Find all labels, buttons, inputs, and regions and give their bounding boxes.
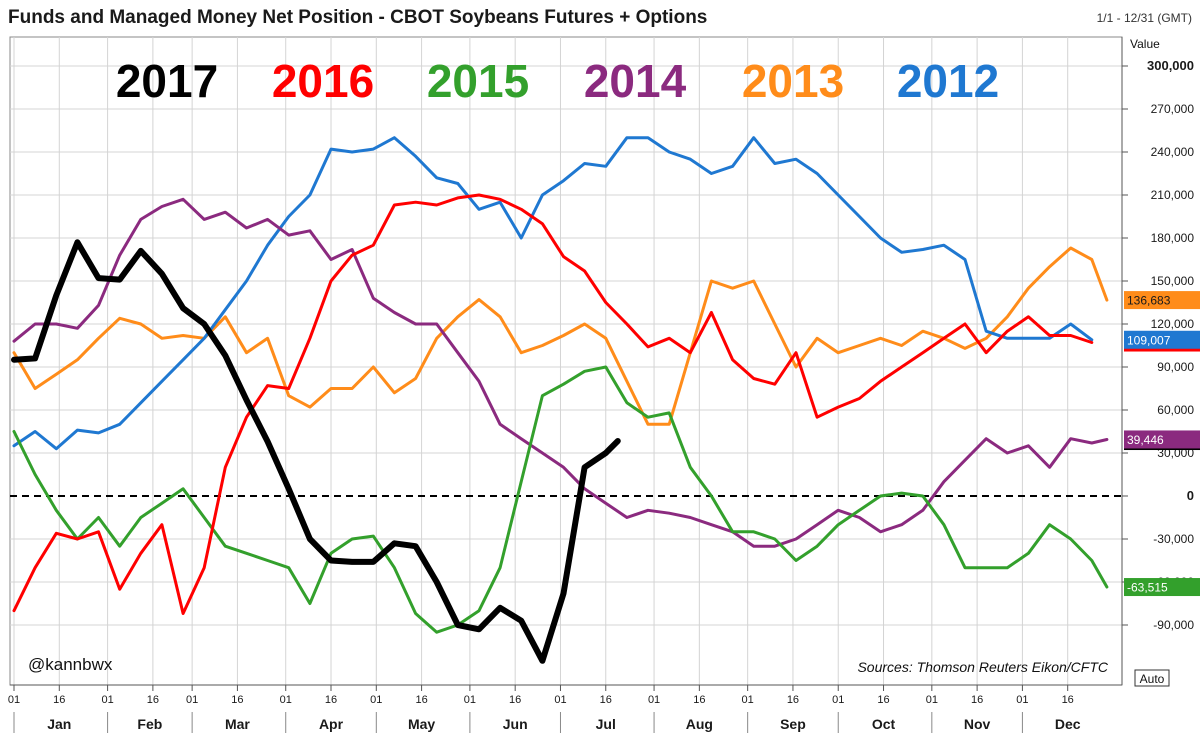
chart-title: Funds and Managed Money Net Position - C… xyxy=(8,7,707,28)
year-legend: 2017 2016 2015 2014 2013 2012 xyxy=(116,55,999,107)
y-tick-label: 240,000 xyxy=(1151,145,1195,159)
y-tick-label: 300,000 xyxy=(1147,58,1194,73)
x-tick-label: 01 xyxy=(648,694,660,706)
end-badge-label-2013: 136,683 xyxy=(1127,294,1171,308)
y-tick-label: 0 xyxy=(1187,488,1194,503)
auto-button[interactable]: Auto xyxy=(1134,669,1170,687)
y-tick-label: 90,000 xyxy=(1157,360,1194,374)
month-label-oct: Oct xyxy=(872,716,896,732)
x-tick-label: 01 xyxy=(280,694,292,706)
x-tick-label: 01 xyxy=(464,694,476,706)
x-tick-label: 01 xyxy=(926,694,938,706)
month-label-apr: Apr xyxy=(319,716,344,732)
series-line-2013 xyxy=(12,246,1109,426)
month-label-jan: Jan xyxy=(47,716,71,732)
x-tick-label: 16 xyxy=(509,694,521,706)
y-tick-label: 150,000 xyxy=(1151,274,1195,288)
y-tick-label: 210,000 xyxy=(1151,188,1195,202)
legend-year-2012: 2012 xyxy=(897,55,999,107)
month-label-nov: Nov xyxy=(964,716,991,732)
x-tick-label: 16 xyxy=(231,694,243,706)
x-tick-label: 01 xyxy=(742,694,754,706)
y-tick-label: -30,000 xyxy=(1153,532,1194,546)
x-tick-label: 01 xyxy=(1016,694,1028,706)
source-note: Sources: Thomson Reuters Eikon/CFTC xyxy=(857,659,1108,675)
x-tick-label: 01 xyxy=(832,694,844,706)
legend-year-2015: 2015 xyxy=(427,55,529,107)
series-line-2016 xyxy=(12,193,1094,615)
x-tick-label: 16 xyxy=(877,694,889,706)
x-tick-label: 01 xyxy=(186,694,198,706)
month-label-sep: Sep xyxy=(780,716,806,732)
x-tick-label: 16 xyxy=(1062,694,1074,706)
series-line-2012 xyxy=(12,136,1094,451)
series-line-2015 xyxy=(12,365,1109,634)
legend-year-2016: 2016 xyxy=(272,55,374,107)
month-label-jul: Jul xyxy=(596,716,616,732)
series-lines xyxy=(11,136,1109,664)
month-label-aug: Aug xyxy=(686,716,713,732)
end-badge-label-2014: 39,446 xyxy=(1127,433,1164,447)
date-range: 1/1 - 12/31 (GMT) xyxy=(1097,11,1192,25)
horizontal-gridlines xyxy=(10,65,1122,626)
x-tick-label: 01 xyxy=(101,694,113,706)
x-tick-label: 01 xyxy=(8,694,20,706)
x-tick-label: 16 xyxy=(971,694,983,706)
y-tick-label: 120,000 xyxy=(1151,317,1195,331)
x-tick-label: 16 xyxy=(147,694,159,706)
end-badge-2014 xyxy=(1124,430,1200,449)
value-axis-label: Value xyxy=(1130,37,1160,51)
month-label-dec: Dec xyxy=(1055,716,1081,732)
x-tick-label: 01 xyxy=(370,694,382,706)
end-badge-label-2015: -63,515 xyxy=(1127,581,1168,595)
end-badge-2012 xyxy=(1124,330,1200,349)
legend-year-2013: 2013 xyxy=(742,55,844,107)
month-label-jun: Jun xyxy=(503,716,528,732)
y-tick-label: 180,000 xyxy=(1151,231,1195,245)
x-tick-label: 16 xyxy=(325,694,337,706)
series-line-2017 xyxy=(11,239,621,664)
y-tick-label: 60,000 xyxy=(1157,403,1194,417)
end-badge-label-2012: 109,007 xyxy=(1127,333,1171,347)
x-tick-label: 16 xyxy=(787,694,799,706)
month-label-feb: Feb xyxy=(137,716,162,732)
month-label-mar: Mar xyxy=(225,716,250,732)
auto-button-label: Auto xyxy=(1140,672,1165,686)
x-tick-label: 16 xyxy=(53,694,65,706)
month-label-may: May xyxy=(408,716,435,732)
x-tick-label: 16 xyxy=(693,694,705,706)
end-badge-2015 xyxy=(1124,578,1200,597)
author-handle: @kannbwx xyxy=(28,655,113,674)
x-tick-label: 16 xyxy=(415,694,427,706)
legend-year-2014: 2014 xyxy=(584,55,687,107)
series-line-2014 xyxy=(12,197,1109,548)
y-tick-label: 270,000 xyxy=(1151,102,1195,116)
x-axis: 01 16 01 16 01 16 01 16 01 16 01 16 01 16 01 16 01 16 01 16… xyxy=(8,684,1122,733)
end-badge-2013 xyxy=(1124,291,1200,310)
x-tick-label: 16 xyxy=(600,694,612,706)
x-tick-label: 01 xyxy=(554,694,566,706)
y-tick-label: -90,000 xyxy=(1153,618,1194,632)
legend-year-2017: 2017 xyxy=(116,55,218,107)
